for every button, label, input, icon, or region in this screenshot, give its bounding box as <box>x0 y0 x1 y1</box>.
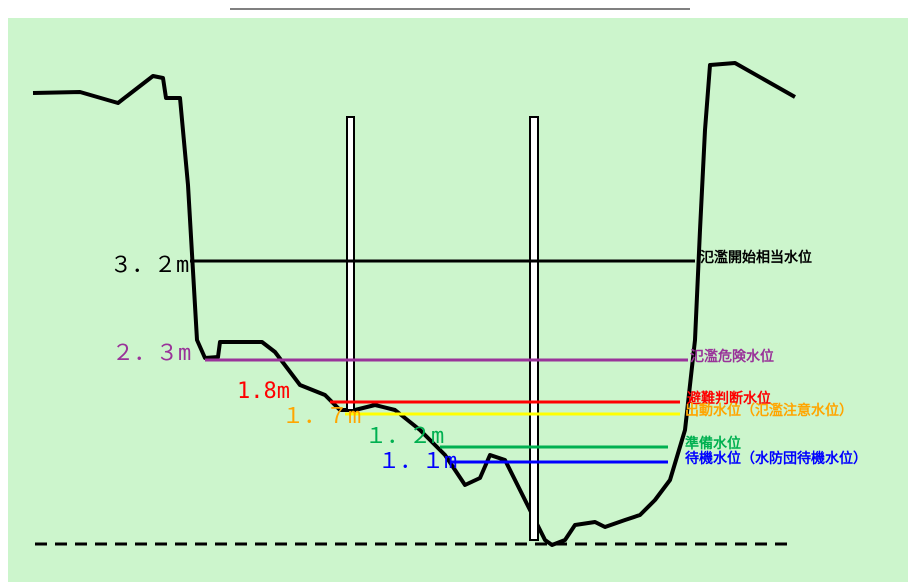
level-name: 氾濫危険水位 <box>690 348 774 365</box>
level-name: 待機水位（水防団待機水位） <box>685 450 867 467</box>
level-name: 準備水位 <box>685 435 741 452</box>
level-value: ２．３m <box>112 341 191 366</box>
pier <box>346 116 355 411</box>
pier <box>529 116 539 541</box>
background <box>8 18 908 582</box>
level-value: １．１m <box>378 449 457 474</box>
level-value: １．２m <box>365 424 444 449</box>
level-value: 1.8m <box>237 379 290 404</box>
level-value: １．７m <box>282 404 361 429</box>
level-name: 氾濫開始相当水位 <box>700 249 812 266</box>
water-levels: ３．２m 氾濫開始相当水位 ２．３m 氾濫危険水位 1.8m 避難判断水位 １．７m 出動水位… <box>110 249 867 474</box>
level-name: 避難判断水位 <box>687 390 771 407</box>
level-value: ３．２m <box>110 253 189 278</box>
level-name: 出動水位（氾濫注意水位） <box>685 402 853 419</box>
